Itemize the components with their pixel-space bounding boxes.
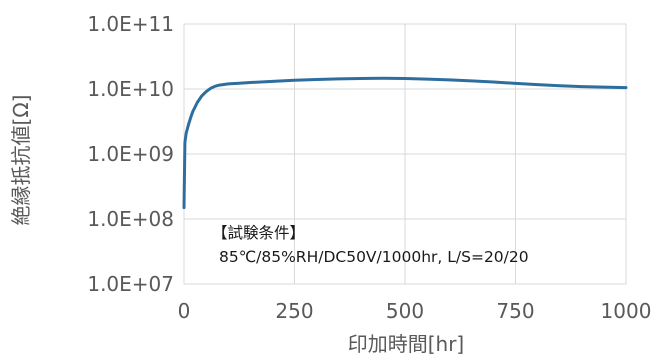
resistance-series-line [182,76,628,210]
y-tick-label: 1.0E+11 [87,12,174,36]
y-axis-title: 絶縁抵抗値[Ω] [9,95,33,226]
y-axis-tick-labels: 1.0E+07 1.0E+08 1.0E+09 1.0E+10 1.0E+11 [87,12,174,296]
test-conditions-text: 85℃/85%RH/DC50V/1000hr, L/S=20/20 [219,248,529,266]
x-tick-label: 0 [178,299,191,323]
x-tick-label: 1000 [601,299,652,323]
x-tick-label: 750 [496,299,534,323]
y-tick-label: 1.0E+10 [87,77,174,101]
x-axis-tick-labels: 0 250 500 750 1000 [178,299,652,323]
x-tick-label: 250 [275,299,313,323]
y-tick-label: 1.0E+07 [87,272,174,296]
y-tick-label: 1.0E+09 [87,142,174,166]
x-axis-title: 印加時間[hr] [348,332,465,356]
data-series [182,76,628,210]
test-conditions-title: 【試験条件】 [212,224,305,242]
y-tick-label: 1.0E+08 [87,207,174,231]
x-tick-label: 500 [386,299,424,323]
grid-lines [183,23,627,285]
